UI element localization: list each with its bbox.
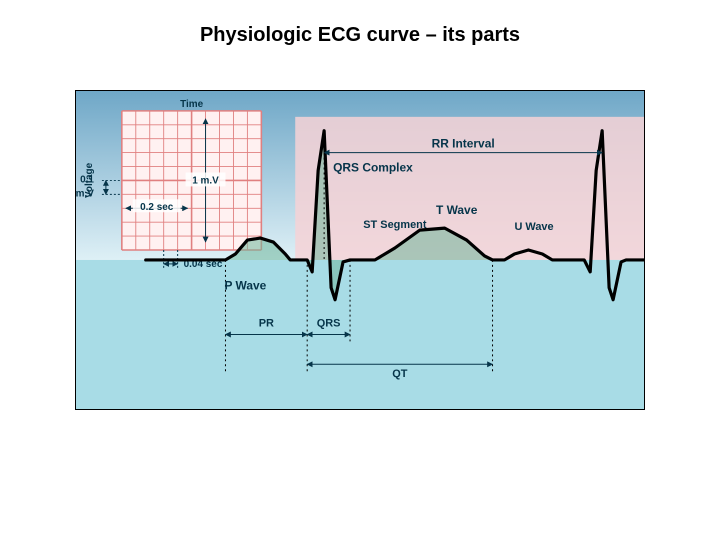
label-uwave: U Wave [514, 221, 553, 233]
svg-text:Time: Time [180, 99, 204, 110]
page-title: Physiologic ECG curve – its parts [0, 24, 720, 47]
label-twave: T Wave [436, 203, 478, 217]
svg-text:m.V: m.V [76, 188, 94, 199]
ecg-figure: TimeVoltage1 m.V0.2 sec0.1m.V0.04 secRR … [75, 90, 645, 410]
svg-text:0.2 sec: 0.2 sec [140, 202, 174, 213]
label-rr: RR Interval [432, 137, 495, 151]
svg-text:0.1: 0.1 [80, 174, 94, 185]
ecg-svg: TimeVoltage1 m.V0.2 sec0.1m.V0.04 secRR … [76, 91, 644, 409]
label-pr: PR [259, 318, 274, 330]
label-pwave: P Wave [224, 279, 266, 293]
label-qrs-complex: QRS Complex [333, 161, 413, 175]
label-st: ST Segment [363, 219, 427, 231]
page: Physiologic ECG curve – its parts TimeVo… [0, 0, 720, 540]
svg-text:1 m.V: 1 m.V [192, 175, 219, 186]
label-qt: QT [392, 368, 408, 380]
label-qrs-segment: QRS [317, 318, 341, 330]
